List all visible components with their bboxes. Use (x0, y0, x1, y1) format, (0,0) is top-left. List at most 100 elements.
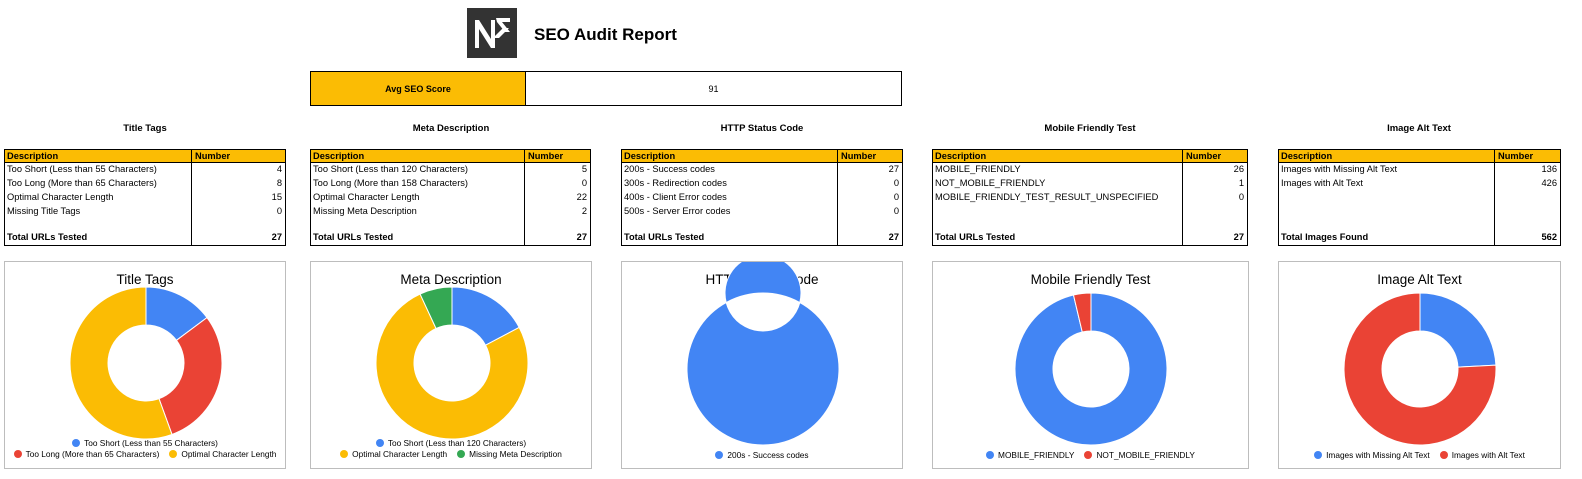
table-total-row: Total URLs Tested 27 (622, 231, 902, 245)
row-number: 22 (576, 192, 587, 202)
title-tags-chart: Title Tags Too Short (Less than 55 Charac… (4, 261, 286, 469)
chart-title: Image Alt Text (1377, 272, 1462, 287)
legend-item[interactable]: Missing Meta Description (457, 449, 562, 460)
row-description: Too Long (More than 65 Characters) (7, 178, 157, 188)
meta-description-chart: Meta Description Too Short (Less than 120… (310, 261, 592, 469)
legend-item[interactable]: MOBILE_FRIENDLY (986, 450, 1074, 461)
legend-label: NOT_MOBILE_FRIENDLY (1096, 450, 1195, 460)
total-label: Total URLs Tested (935, 232, 1016, 242)
avg-seo-score-value: 91 (708, 83, 719, 94)
table-row: 500s - Server Error codes 0 (622, 205, 902, 219)
donut-slice-missing-meta-description[interactable] (419, 286, 453, 330)
title-tags-section-title: Title Tags (123, 123, 167, 134)
row-description: Images with Missing Alt Text (1281, 164, 1398, 174)
page-title: SEO Audit Report (534, 25, 677, 44)
header-number: Number (1186, 151, 1222, 161)
legend-dot-icon (1314, 451, 1323, 459)
row-description: Optimal Character Length (313, 192, 420, 202)
chart-legend: Too Short (Less than 120 Characters) Opti… (311, 438, 591, 460)
chart-legend: MOBILE_FRIENDLY NOT_MOBILE_FRIENDLY (933, 450, 1248, 461)
table-total-row: Total URLs Tested 27 (311, 231, 590, 245)
table-header: Description Number (5, 150, 285, 163)
total-label: Total Images Found (1281, 232, 1369, 242)
chart-title: Meta Description (400, 272, 502, 287)
row-number: 0 (893, 192, 899, 202)
legend-item[interactable]: Too Short (Less than 120 Characters) (375, 438, 526, 449)
legend-label: Missing Meta Description (469, 449, 562, 459)
legend-item[interactable]: Too Short (Less than 55 Characters) (72, 438, 218, 449)
donut-slice-optimal-character-length[interactable] (375, 293, 529, 440)
table-row: 400s - Client Error codes 0 (622, 191, 902, 205)
donut-slice-mobile-friendly[interactable] (1014, 292, 1168, 446)
legend-item[interactable]: Optimal Character Length (340, 449, 447, 460)
legend-item[interactable]: 200s - Success codes (715, 450, 809, 461)
legend-row: Too Short (Less than 120 Characters) (311, 438, 591, 449)
table-row: Optimal Character Length 22 (311, 191, 590, 205)
row-description: Too Short (Less than 55 Characters) (7, 164, 157, 174)
header-number: Number (195, 151, 231, 161)
row-description: 500s - Server Error codes (624, 206, 731, 216)
legend-label: Too Long (More than 65 Characters) (25, 449, 160, 459)
legend-dot-icon (13, 450, 22, 458)
nk-logo-icon (467, 8, 517, 58)
donut-slice-not-mobile-friendly[interactable] (1072, 292, 1092, 333)
http-status-code-table: Description Number 200s - Success codes 27 3… (621, 149, 903, 246)
table-row: 200s - Success codes 27 (622, 163, 902, 177)
total-label: Total URLs Tested (7, 232, 88, 242)
row-number: 0 (581, 178, 587, 188)
chart-title: Title Tags (116, 272, 174, 287)
total-value: 562 (1541, 232, 1557, 242)
row-description: 300s - Redirection codes (624, 178, 727, 188)
table-row: NOT_MOBILE_FRIENDLY 1 (933, 177, 1247, 191)
legend-item[interactable]: Too Long (More than 65 Characters) (13, 449, 160, 460)
donut-slice-200s-success-codes[interactable] (686, 262, 840, 446)
legend-label: MOBILE_FRIENDLY (998, 450, 1075, 460)
row-description: Missing Title Tags (7, 206, 81, 216)
donut-chart-svg (686, 262, 840, 446)
title-tags-table: Description Number Too Short (Less than 55… (4, 149, 286, 246)
row-description: MOBILE_FRIENDLY (935, 164, 1021, 174)
legend-item[interactable]: Images with Missing Alt Text (1314, 450, 1430, 461)
donut-chart-svg (1343, 292, 1497, 446)
table-row: 300s - Redirection codes 0 (622, 177, 902, 191)
row-number: 2 (581, 206, 587, 216)
legend-dot-icon (986, 451, 995, 459)
legend-item[interactable]: Optimal Character Length (169, 449, 276, 460)
image-alt-text-table: Description Number Images with Missing Alt… (1278, 149, 1561, 246)
donut-chart-svg (375, 286, 529, 440)
donut-slice-images-with-alt-text[interactable] (1343, 292, 1497, 446)
legend-dot-icon (375, 439, 384, 447)
header-description: Description (5, 150, 192, 162)
row-number: 27 (888, 164, 899, 174)
donut-slice-optimal-character-length[interactable] (69, 286, 173, 440)
header-description: Description (622, 150, 838, 162)
row-number: 0 (1238, 192, 1244, 202)
header-number: Number (528, 151, 564, 161)
table-row: Missing Title Tags 0 (5, 205, 285, 219)
table-total-row: Total Images Found 562 (1279, 231, 1560, 245)
row-description: 200s - Success codes (624, 164, 715, 174)
table-row: Missing Meta Description 2 (311, 205, 590, 219)
table-header: Description Number (311, 150, 590, 163)
row-number: 26 (1233, 164, 1244, 174)
row-number: 426 (1541, 178, 1557, 188)
row-description: Too Long (More than 158 Characters) (313, 178, 469, 188)
chart-legend: Too Short (Less than 55 Characters) Too L… (5, 438, 285, 460)
table-row: Images with Alt Text 426 (1279, 177, 1560, 191)
row-number: 136 (1541, 164, 1557, 174)
meta-description-table: Description Number Too Short (Less than 12… (310, 149, 591, 246)
image-alt-text-chart: Image Alt Text Images with Missing Alt Te… (1278, 261, 1561, 469)
legend-item[interactable]: Images with Alt Text (1439, 450, 1525, 461)
legend-row: MOBILE_FRIENDLY NOT_MOBILE_FRIENDLY (933, 450, 1248, 461)
row-description: 400s - Client Error codes (624, 192, 727, 202)
donut-chart-svg (69, 286, 223, 440)
row-number: 15 (271, 192, 282, 202)
mobile-friendly-test-table: Description Number MOBILE_FRIENDLY 26 NOT_MO… (932, 149, 1248, 246)
donut-slice-too-long-more-than-65-characters[interactable] (158, 316, 223, 436)
row-number: 0 (893, 206, 899, 216)
row-number: 0 (893, 178, 899, 188)
donut-slice-images-with-missing-alt-text[interactable] (1419, 292, 1497, 368)
total-label: Total URLs Tested (624, 232, 705, 242)
table-row: MOBILE_FRIENDLY 26 (933, 163, 1247, 177)
legend-item[interactable]: NOT_MOBILE_FRIENDLY (1084, 450, 1195, 461)
